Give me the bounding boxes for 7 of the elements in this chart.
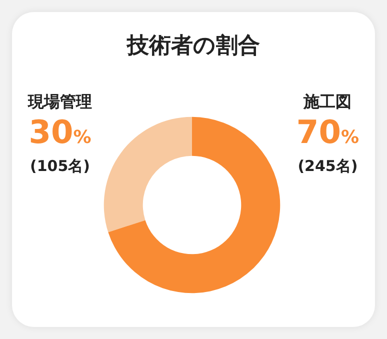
- data-label: 30%: [28, 113, 92, 153]
- text: (245名): [296, 157, 359, 176]
- chart-title: 技術者の割合: [126, 34, 260, 58]
- data-label: 70%: [296, 113, 359, 153]
- text: (105名): [28, 157, 92, 176]
- slice-label: 現場管理: [28, 92, 92, 113]
- slice-label: 施工図: [302, 92, 353, 113]
